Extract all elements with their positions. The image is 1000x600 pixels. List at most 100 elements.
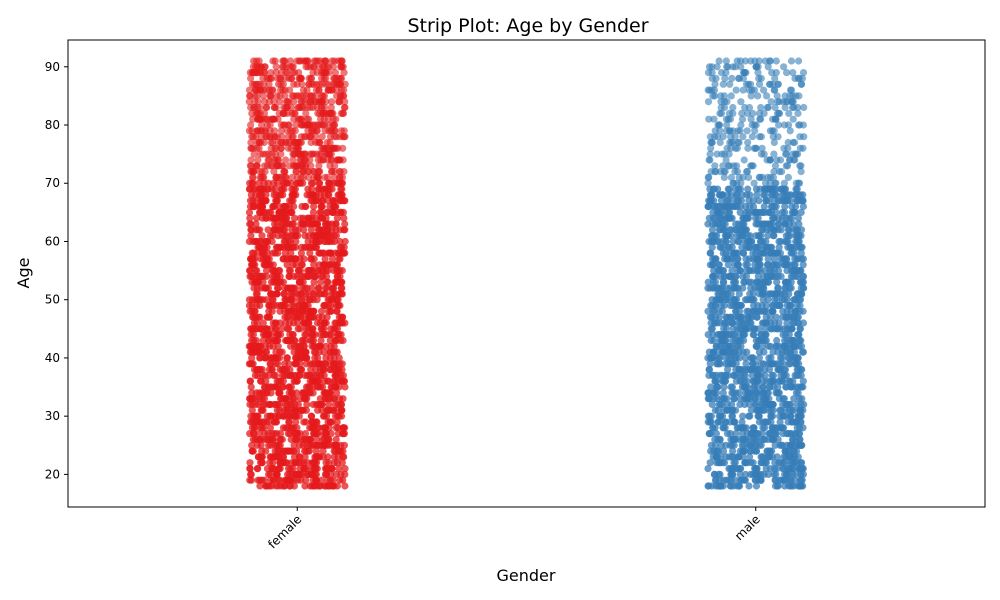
point: [760, 424, 769, 432]
point: [790, 296, 798, 304]
point: [320, 441, 328, 449]
point: [335, 301, 343, 310]
point: [755, 173, 763, 181]
point: [291, 313, 299, 321]
point: [277, 301, 285, 310]
point: [257, 441, 265, 449]
point: [740, 395, 748, 403]
point: [332, 133, 340, 141]
point: [332, 435, 340, 444]
point: [335, 255, 343, 263]
point: [287, 138, 295, 147]
point: [297, 98, 305, 106]
point: [282, 156, 290, 164]
point: [261, 208, 269, 216]
point: [328, 57, 336, 65]
point: [292, 237, 300, 246]
point: [286, 482, 294, 490]
point: [288, 226, 296, 234]
point: [281, 313, 289, 321]
point: [286, 57, 295, 65]
point: [252, 278, 260, 286]
point: [754, 284, 762, 292]
point: [787, 284, 795, 292]
point: [771, 465, 779, 473]
point: [800, 133, 808, 141]
point: [722, 249, 730, 257]
point: [268, 366, 276, 374]
point: [309, 313, 317, 321]
point: [246, 418, 255, 426]
point: [303, 371, 311, 379]
point: [309, 208, 317, 216]
point: [795, 395, 804, 403]
point: [271, 371, 279, 379]
point: [790, 336, 798, 345]
point: [772, 342, 780, 350]
point: [277, 127, 285, 135]
point: [775, 220, 783, 228]
point: [708, 226, 717, 234]
point: [720, 395, 728, 403]
point: [258, 191, 266, 199]
point: [310, 202, 318, 211]
point: [751, 395, 759, 403]
point: [276, 92, 284, 100]
point: [246, 459, 254, 467]
point: [290, 406, 298, 414]
point: [288, 284, 296, 292]
point: [728, 319, 737, 327]
point: [769, 377, 777, 385]
point: [716, 226, 725, 234]
point: [267, 301, 275, 310]
point: [324, 482, 332, 490]
point: [330, 173, 338, 181]
point: [293, 179, 301, 187]
point: [245, 185, 253, 193]
point: [306, 249, 314, 257]
point: [768, 435, 776, 444]
point: [298, 307, 307, 315]
point: [311, 470, 319, 478]
point: [730, 395, 738, 403]
point: [317, 249, 325, 257]
point: [725, 465, 733, 473]
point: [737, 336, 745, 345]
point: [789, 115, 797, 123]
point: [303, 400, 311, 409]
point: [280, 412, 288, 420]
point: [762, 319, 771, 327]
point: [261, 197, 269, 205]
point: [773, 296, 781, 304]
point: [341, 237, 349, 246]
point: [262, 342, 270, 350]
point: [729, 447, 737, 455]
point: [258, 459, 266, 467]
point: [785, 377, 793, 385]
point: [262, 103, 271, 112]
point: [740, 441, 748, 449]
point: [732, 284, 740, 292]
point: [719, 243, 728, 251]
point: [324, 278, 332, 286]
point: [305, 133, 313, 141]
point: [281, 92, 289, 100]
point: [270, 168, 278, 176]
point: [271, 249, 279, 257]
point: [283, 179, 291, 187]
point: [786, 441, 794, 449]
point: [787, 412, 795, 420]
point: [730, 278, 739, 286]
point: [786, 301, 795, 310]
chart-title: Strip Plot: Age by Gender: [407, 15, 648, 37]
point: [288, 109, 296, 117]
point: [287, 465, 295, 473]
point: [772, 313, 780, 321]
point: [749, 435, 757, 444]
point: [277, 395, 285, 403]
point: [311, 354, 319, 362]
point: [250, 348, 258, 356]
point: [320, 226, 328, 234]
point: [290, 202, 298, 211]
point: [759, 342, 767, 350]
